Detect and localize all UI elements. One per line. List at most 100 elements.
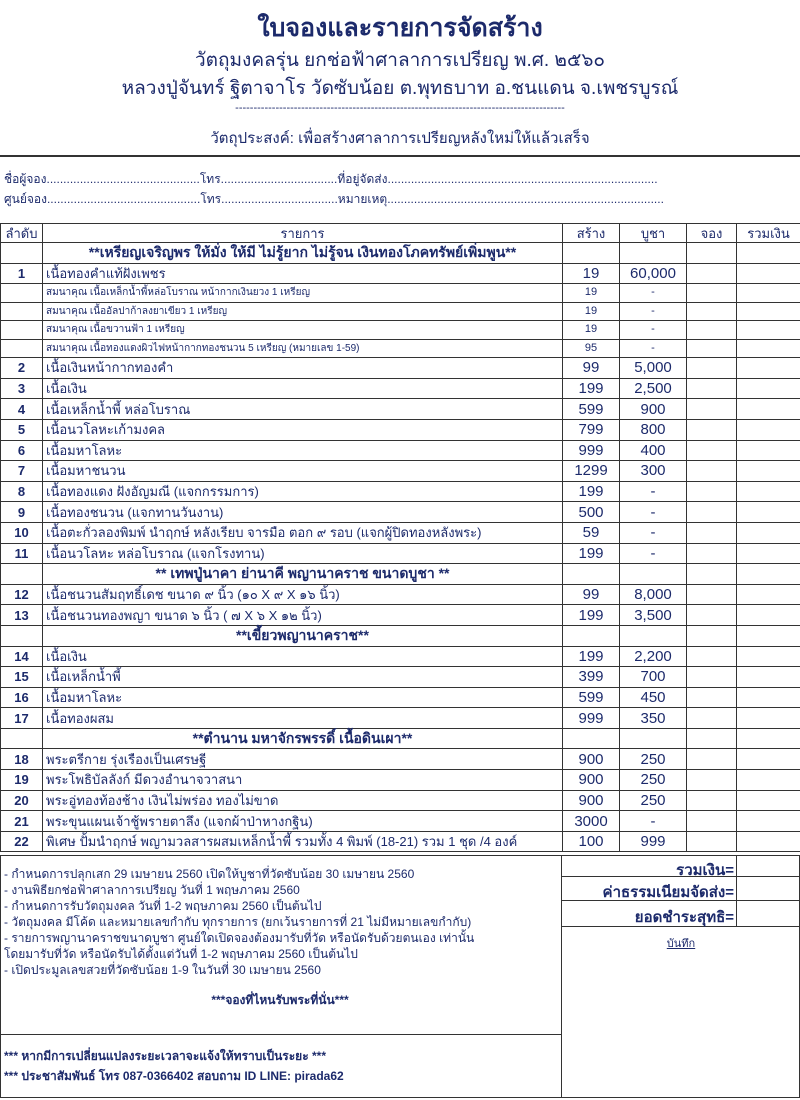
footer-line: *** หากมีการเปลี่ยนแปลงระยะเวลาจะแจ้งให้… [4,1049,327,1063]
cell-price: 5,000 [619,357,687,379]
cell-reserve[interactable] [686,686,737,709]
cell-reserve[interactable] [686,418,737,441]
shipping-label: ค่าธรรมเนียมจัดส่ง= [602,884,734,901]
cell-item: พระตรีกาย รุ่งเรืองเป็นเศรษฐี [42,748,563,771]
table-row: 1 เนื้อทองคำแท้ฝังเพชร 19 60,000 [0,262,800,285]
cell-total [736,242,800,264]
cell-create: 59 [562,521,620,544]
cell-no: 16 [0,686,43,709]
cell-total [736,645,800,668]
cell-item: เนื้อเงินหน้ากากทองคำ [42,357,563,379]
cell-reserve[interactable] [686,789,737,812]
cell-reserve[interactable] [686,501,737,523]
cell-no [0,727,43,750]
cell-item: **เหรียญเจริญพร ให้มั่ง ให้มี ไม่รู้ยาก … [42,242,563,264]
cell-price: 999 [619,830,687,853]
cell-reserve[interactable] [686,320,737,340]
cell-no: 5 [0,418,43,441]
cell-create: 1299 [562,460,620,482]
cell-total [736,542,800,565]
cell-reserve[interactable] [686,624,737,647]
cell-price: - [619,480,687,503]
cell-no [0,283,43,303]
cell-reserve[interactable] [686,242,737,264]
cell-item: เนื้อชนวนทองพญา ขนาด ๖ นิ้ว ( ๗ X ๖ X ๑๒… [42,604,563,626]
cell-price: 900 [619,398,687,420]
note: - รายการพญานาคราชขนาดบูชา ศูนย์ใดเปิดจอง… [4,931,475,945]
cell-price: 250 [619,769,687,791]
cell-reserve[interactable] [686,377,737,400]
col-total: รวมเงิน [736,223,800,243]
cell-reserve[interactable] [686,262,737,285]
cell-reserve[interactable] [686,707,737,729]
table-row: สมนาคุณ เนื้อเหล็กน้ำพี้หล่อโบราณ หน้ากา… [0,283,800,303]
cell-price [619,624,687,647]
cell-reserve[interactable] [686,301,737,322]
cell-reserve[interactable] [686,563,737,585]
cell-reserve[interactable] [686,748,737,771]
cell-create: 900 [562,789,620,812]
cell-reserve[interactable] [686,283,737,303]
cell-total [736,418,800,441]
cell-item: เนื้อชนวนสัมฤทธิ์เดช ขนาด ๙ นิ้ว (๑๐ X ๙… [42,583,563,606]
cell-price: - [619,521,687,544]
cell-price: 300 [619,460,687,482]
cell-total [736,810,800,832]
cell-item: **เขี้ยวพญานาคราช** [42,624,563,647]
cell-reserve[interactable] [686,439,737,462]
cell-price: - [619,501,687,523]
cell-reserve[interactable] [686,583,737,606]
cell-reserve[interactable] [686,398,737,420]
cell-create: 100 [562,830,620,853]
table-row: 8 เนื้อทองแดง ฝังอัญมณี (แจกกรรมการ) 199- [0,480,800,503]
note: - กำหนดการปลุกเสก 29 เมษายน 2560 เปิดให้… [4,867,415,881]
cell-total [736,439,800,462]
table-row: 16 เนื้อมหาโลหะ 599 450 [0,686,800,709]
cell-no: 22 [0,830,43,853]
cell-no [0,242,43,264]
cell-total [736,357,800,379]
col-price: บูชา [619,223,687,243]
cell-reserve[interactable] [686,666,737,688]
cell-reserve[interactable] [686,727,737,750]
cell-total [736,283,800,303]
cell-reserve[interactable] [686,460,737,482]
cell-reserve[interactable] [686,830,737,853]
cell-create: 999 [562,439,620,462]
col-create: สร้าง [562,223,620,243]
cell-price: 250 [619,748,687,771]
cell-price: 700 [619,666,687,688]
cell-item: สมนาคุณ เนื้อเหล็กน้ำพี้หล่อโบราณ หน้ากา… [42,283,563,303]
cell-total [736,604,800,626]
cell-reserve[interactable] [686,357,737,379]
cell-no: 12 [0,583,43,606]
cell-item: เนื้อนวโลหะ หล่อโบราณ (แจกโรงทาน) [42,542,563,565]
cell-reserve[interactable] [686,810,737,832]
table-row: 22 พิเศษ ปั้มนำฤกษ์ พญามวลสารผสมเหล็กน้ำพ… [0,830,800,853]
cell-reserve[interactable] [686,645,737,668]
section-row: ** เทพปู่นาคา ย่านาคี พญานาคราช ขนาดบูชา… [0,563,800,585]
cell-no [0,301,43,322]
footer: *** หากมีการเปลี่ยนแปลงระยะเวลาจะแจ้งให้… [4,1046,556,1086]
cell-reserve[interactable] [686,521,737,544]
cell-no [0,320,43,340]
cell-no: 3 [0,377,43,400]
cell-create: 999 [562,707,620,729]
cell-no: 18 [0,748,43,771]
table-row: สมนาคุณ เนื้ออัลปาก้าลงยาเขียว 1 เหรียญ 1… [0,301,800,322]
cell-price [619,563,687,585]
objective: วัตถุประสงค์: เพื่อสร้างศาลาการเปรียญหลั… [210,130,590,147]
cell-reserve[interactable] [686,604,737,626]
cell-create: 99 [562,583,620,606]
cell-price: 250 [619,789,687,812]
cell-reserve[interactable] [686,769,737,791]
cell-reserve[interactable] [686,480,737,503]
cell-reserve[interactable] [686,338,737,359]
cell-price: - [619,301,687,322]
cell-reserve[interactable] [686,542,737,565]
cell-no: 10 [0,521,43,544]
table-row: 20 พระอู่ทองท้องช้าง เงินไม่พร่อง ทองไม่ข… [0,789,800,812]
cell-price: 400 [619,439,687,462]
cell-price [619,242,687,264]
table-row: 19 พระโพธิบัลลังก์ มีดวงอำนาจวาสนา 900 250 [0,769,800,791]
